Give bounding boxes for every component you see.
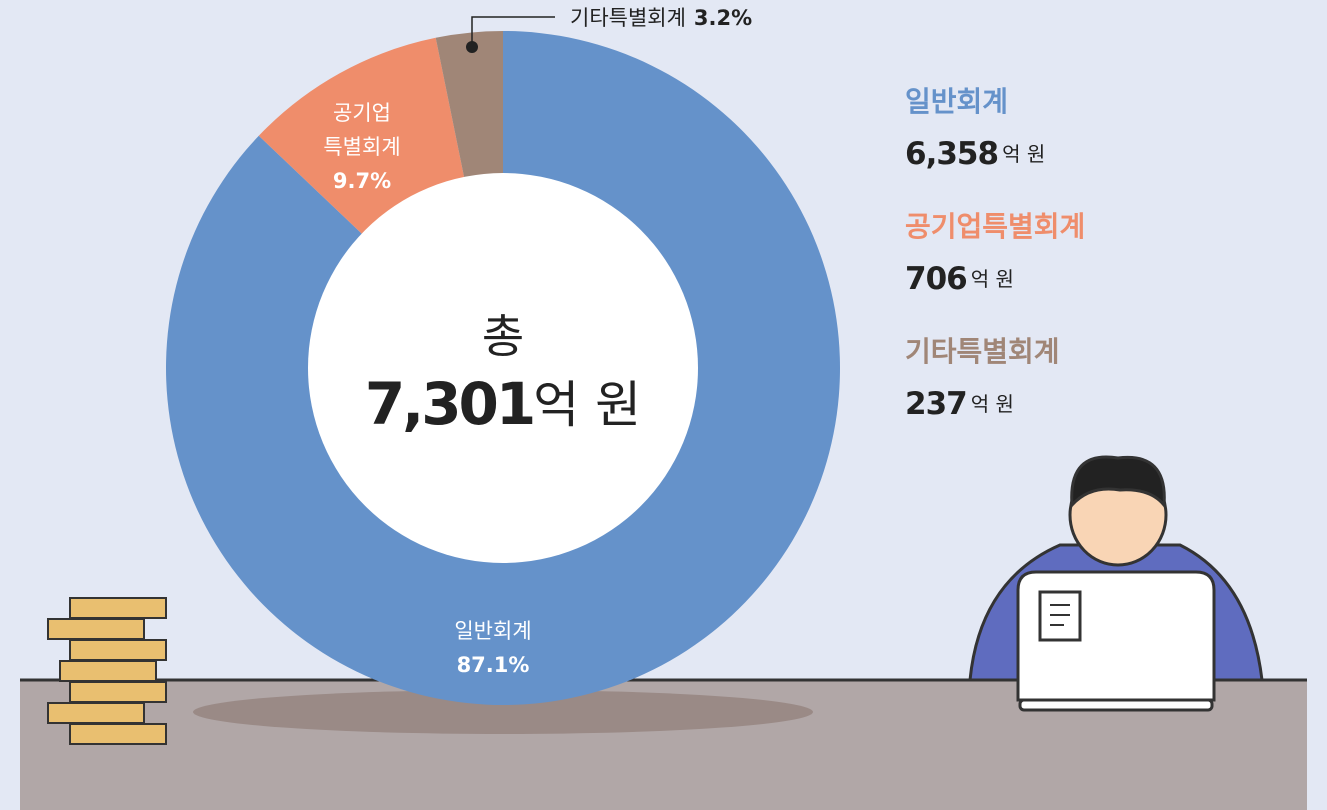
legend-amount: 706 억 원 [905, 261, 1014, 297]
amount-unit: 억 원 [971, 392, 1014, 416]
amount-value: 706 [905, 261, 967, 297]
coin-stack [47, 597, 167, 745]
legend-name: 기타특별회계 [905, 335, 1060, 368]
slice-label-text: 기타특별회계 [570, 6, 686, 30]
donut-hole [308, 173, 698, 563]
center-label: 총 [482, 310, 524, 364]
leader-line [471, 16, 555, 47]
slice-label: 공기업 [333, 101, 391, 125]
legend-amount: 237 억 원 [905, 386, 1014, 422]
total-value: 7,301 [365, 370, 533, 438]
slice-value-label: 87.1% [457, 653, 530, 677]
amount-value: 6,358 [905, 136, 998, 172]
center-total: 7,301억 원 [365, 370, 641, 438]
amount-unit: 억 원 [1002, 142, 1045, 166]
shadow [193, 690, 813, 734]
legend-name: 일반회계 [905, 85, 1008, 118]
slice-label: 일반회계 [454, 619, 531, 643]
legend-name: 공기업특별회계 [905, 210, 1085, 243]
amount-unit: 억 원 [971, 267, 1014, 291]
slice-value-label: 9.7% [333, 169, 391, 193]
slice-value-label: 3.2% [694, 6, 752, 30]
legend-amount: 6,358 억 원 [905, 136, 1045, 172]
amount-value: 237 [905, 386, 967, 422]
total-unit: 억 원 [533, 376, 641, 434]
slice-label: 기타특별회계 3.2% [570, 6, 752, 30]
person-illustration [968, 455, 1264, 712]
leader-dot [466, 41, 478, 53]
slice-label: 특별회계 [323, 135, 400, 159]
